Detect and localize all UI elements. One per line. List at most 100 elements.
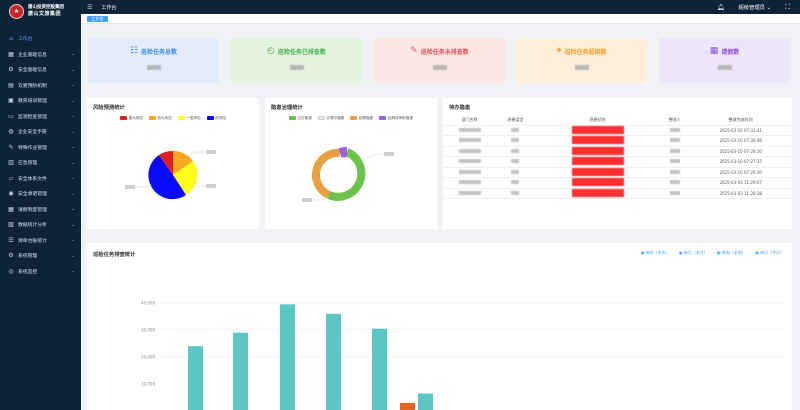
sidebar-item[interactable]: ◎ 系统监控 ⌄	[0, 264, 81, 280]
check-clock-icon: ◴	[267, 46, 275, 56]
legend-item[interactable]: 重大风险	[120, 116, 143, 121]
tab-workbench[interactable]: 工作台	[87, 16, 108, 22]
pie-slice-low[interactable]	[148, 155, 186, 200]
legend-swatch	[350, 116, 358, 120]
sidebar-item[interactable]: ⚙ 安全基础信息 ⌄	[0, 62, 81, 78]
hazard-type-blurred	[511, 159, 520, 164]
document-icon: ▣	[8, 97, 14, 105]
y-tick-label: 30,000	[141, 327, 155, 332]
chevron-down-icon: ⌄	[70, 51, 75, 58]
legend-item[interactable]: 已办隐患	[289, 116, 312, 121]
hazard-status-blurred	[571, 167, 624, 176]
calendar-icon: ▣	[754, 250, 760, 255]
monitor-icon: ◎	[8, 267, 14, 275]
table-row[interactable]: 2025-03-10 07:27:37	[443, 156, 792, 168]
hazard-type-blurred	[511, 138, 520, 143]
menu-toggle-icon[interactable]: ☰	[87, 3, 93, 11]
table-row[interactable]: 2025-03-03 11:29:07	[443, 177, 792, 189]
donut-label-blurred	[384, 152, 394, 156]
hazard-status-blurred	[571, 178, 624, 187]
chevron-down-icon: ⌄	[70, 159, 75, 166]
legend-item[interactable]: 超期隐患	[350, 116, 373, 121]
hazard-status-blurred	[571, 136, 624, 145]
table-row[interactable]: 2025-03-10 07:26:30	[443, 167, 792, 178]
legend-label: 已办隐患	[297, 116, 312, 120]
range-tab-label: 每年（本年）	[645, 250, 670, 255]
sidebar-item[interactable]: ◍ 企业安全手册 ⌄	[0, 124, 81, 140]
breadcrumb: 工作台	[101, 4, 117, 11]
y-tick-label: 20,000	[141, 354, 155, 359]
calendar-icon: ▦	[709, 46, 719, 56]
legend-swatch	[379, 116, 387, 120]
sidebar-item[interactable]: ▤ 双重预防机制 ⌄	[0, 78, 81, 94]
sidebar-item[interactable]: ◉ 安全承诺管理 ⌄	[0, 186, 81, 202]
range-tab[interactable]: ▣ 每月（本月）	[679, 250, 708, 256]
column-header: 隐患类型	[496, 115, 535, 126]
sidebar-item[interactable]: ✎ 特殊作业管理 ⌄	[0, 140, 81, 156]
donut-slice-done[interactable]	[327, 148, 366, 201]
stat-card[interactable]: ▦ 请假数	[659, 38, 790, 83]
range-tab[interactable]: ▣ 每日（今天）	[755, 250, 784, 256]
table-row[interactable]: 2025-03-03 11:28:18	[443, 188, 792, 199]
table-row[interactable]: 2025-03-10 07:30:46	[443, 135, 792, 147]
dept-name-blurred	[458, 127, 481, 132]
stat-card[interactable]: ✎ 巡检任务未排查数	[374, 38, 505, 83]
sidebar-item[interactable]: ▣ 教育培训管理 ⌄	[0, 93, 81, 109]
edit-document-icon: ✎	[410, 46, 418, 56]
legend-item[interactable]: 一般风险	[177, 116, 201, 121]
sidebar-item[interactable]: ▱ 安全体系文件 ⌄	[0, 171, 81, 187]
lock-icon: ◉	[8, 190, 14, 198]
bar[interactable]	[233, 332, 248, 410]
fullscreen-icon[interactable]: ⛶	[785, 2, 790, 11]
legend-item[interactable]: 延期待审批隐患	[379, 116, 413, 121]
bar[interactable]	[280, 304, 295, 410]
bar[interactable]	[326, 313, 341, 410]
legend-item[interactable]: 办理中隐患	[317, 116, 344, 121]
legend-item[interactable]: 低风险	[206, 116, 226, 121]
stat-card[interactable]: ☷ 巡检任务总数	[88, 38, 219, 83]
rank-panel-title: 巡检任务排查统计	[93, 252, 136, 258]
sidebar-item[interactable]: ▧ 数据统计分析 ⌄	[0, 217, 81, 233]
donut-slice-overdue[interactable]	[312, 148, 341, 199]
range-tab[interactable]: ▣ 每年（本年）	[641, 250, 670, 256]
completion-time: 2025-03-10 07:31:41	[689, 125, 792, 136]
stat-card[interactable]: ◴ 巡检任务已排查数	[231, 38, 362, 83]
pie-slice-major[interactable]	[173, 150, 193, 175]
sidebar-item[interactable]: ▦ 企业基础信息 ⌄	[0, 47, 81, 63]
range-tabs: ▣ 每年（本年） ▣ 每月（本月） ▣ 每周（本周） ▣ 每日（今天）	[641, 250, 784, 256]
bell-icon[interactable]: 🔔︎	[716, 3, 725, 11]
sidebar-item[interactable]: ▦ 请假制度管理 ⌄	[0, 202, 81, 218]
legend-swatch	[317, 116, 325, 120]
legend-item[interactable]: 较大风险	[148, 116, 172, 121]
sidebar-menu: ⌂ 工作台 ▦ 企业基础信息 ⌄ ⚙ 安全基础信息 ⌄ ▤ 双重预防机制 ⌄ ▣ 教育培训管理 ⌄ ▭ 监测检…	[0, 31, 81, 279]
user-menu[interactable]: 超级管理员 ⌄	[738, 5, 772, 11]
sidebar-item[interactable]: ⌂ 工作台	[0, 31, 81, 47]
sidebar-item[interactable]: ⚙ 系统管理 ⌄	[0, 248, 81, 264]
sidebar-item[interactable]: ▭ 监测检查管理 ⌄	[0, 109, 81, 125]
chevron-down-icon: ⌄	[70, 82, 75, 89]
sidebar-item[interactable]: ▥ 应急管理 ⌄	[0, 155, 81, 171]
calendar-icon: ▣	[640, 250, 646, 255]
range-tab[interactable]: ▣ 每周（本周）	[717, 250, 746, 256]
chevron-down-icon: ⌄	[70, 252, 75, 259]
table-row[interactable]: 2025-03-10 07:31:41	[443, 125, 792, 136]
chevron-down-icon: ⌄	[70, 66, 75, 73]
bar[interactable]	[400, 402, 415, 410]
bar[interactable]	[188, 346, 203, 410]
sidebar-item-label: 安全体系文件	[18, 176, 47, 182]
donut-slice-pending[interactable]	[338, 147, 348, 158]
chevron-down-icon: ⌄	[70, 190, 75, 197]
completion-time: 2025-03-10 07:27:37	[689, 156, 792, 168]
legend-label: 重大风险	[128, 116, 143, 120]
bar[interactable]	[418, 393, 433, 410]
dept-name-blurred	[458, 148, 481, 153]
pie-slice-general[interactable]	[173, 161, 198, 195]
stat-card-value-blurred	[289, 65, 304, 70]
pie-slice-severe[interactable]	[159, 150, 173, 175]
range-tab-label: 每月（本月）	[683, 250, 708, 255]
bar[interactable]	[372, 328, 387, 410]
sidebar-item[interactable]: ☰ 清单台账统计 ⌄	[0, 233, 81, 249]
pie-label-blurred	[206, 150, 216, 154]
table-row[interactable]: 2025-03-10 07:29:10	[443, 146, 792, 157]
stat-card[interactable]: ⌖ 巡检任务超期数	[516, 38, 647, 83]
